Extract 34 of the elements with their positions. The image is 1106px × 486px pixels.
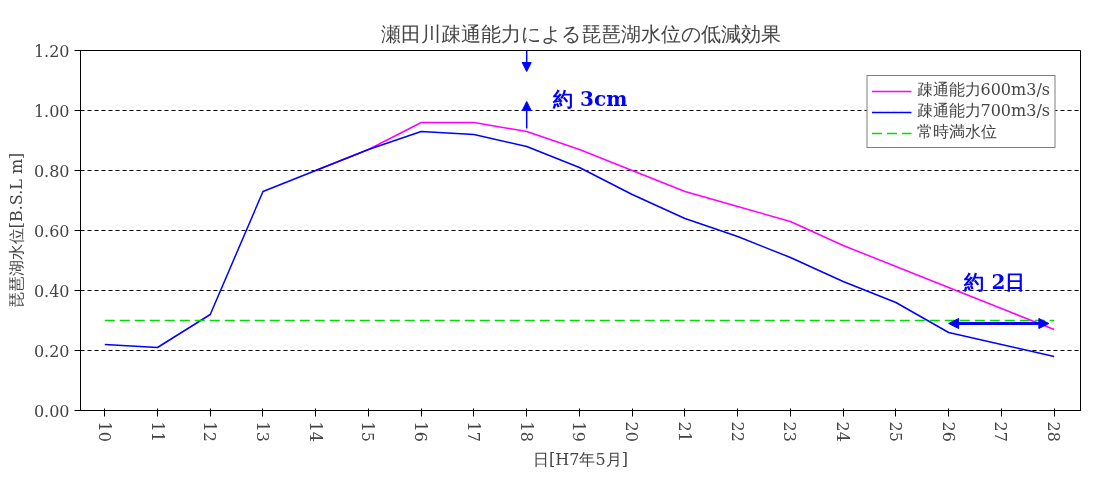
x-tick-label: 18	[516, 421, 536, 442]
legend-label: 疎通能力600m3/s	[916, 80, 1050, 101]
y-tick-label: 0.00	[33, 401, 70, 421]
x-tick-label: 16	[411, 421, 431, 442]
y-tick-label: 0.80	[33, 161, 70, 181]
x-tick-label: 24	[833, 421, 853, 442]
y-axis-title: 琵琶湖水位[B.S.L m]	[6, 152, 26, 309]
x-tick-label: 26	[938, 421, 958, 442]
x-tick-label: 19	[569, 421, 589, 442]
legend-label: 疎通能力700m3/s	[916, 101, 1050, 122]
x-tick-label: 10	[94, 421, 114, 442]
x-tick-label: 28	[1044, 421, 1064, 442]
x-tick-label: 14	[305, 421, 325, 442]
annotation: 約 3cm	[552, 86, 628, 111]
y-tick-label: 1.20	[33, 41, 70, 61]
x-tick-label: 25	[885, 421, 905, 442]
chart-title: 瀬田川疎通能力による琵琶湖水位の低減効果	[380, 21, 781, 46]
x-tick-label: 20	[622, 421, 642, 442]
x-tick-label: 23	[780, 421, 800, 442]
x-tick-label: 13	[252, 421, 272, 442]
y-tick-label: 0.40	[33, 281, 70, 301]
y-tick-label: 0.20	[33, 341, 70, 361]
legend-label: 常時満水位	[916, 122, 997, 143]
x-tick-label: 12	[200, 421, 220, 442]
x-tick-label: 15	[358, 421, 378, 442]
annotation: 約 2日	[963, 269, 1026, 294]
x-tick-label: 21	[674, 421, 694, 442]
x-tick-label: 22	[727, 421, 747, 442]
y-tick-label: 1.00	[33, 101, 70, 121]
y-tick-label: 0.60	[33, 221, 70, 241]
x-tick-label: 27	[991, 421, 1011, 442]
x-axis-title: 日[H7年5月]	[533, 449, 628, 469]
x-tick-label: 11	[147, 421, 167, 442]
x-tick-label: 17	[463, 421, 483, 442]
